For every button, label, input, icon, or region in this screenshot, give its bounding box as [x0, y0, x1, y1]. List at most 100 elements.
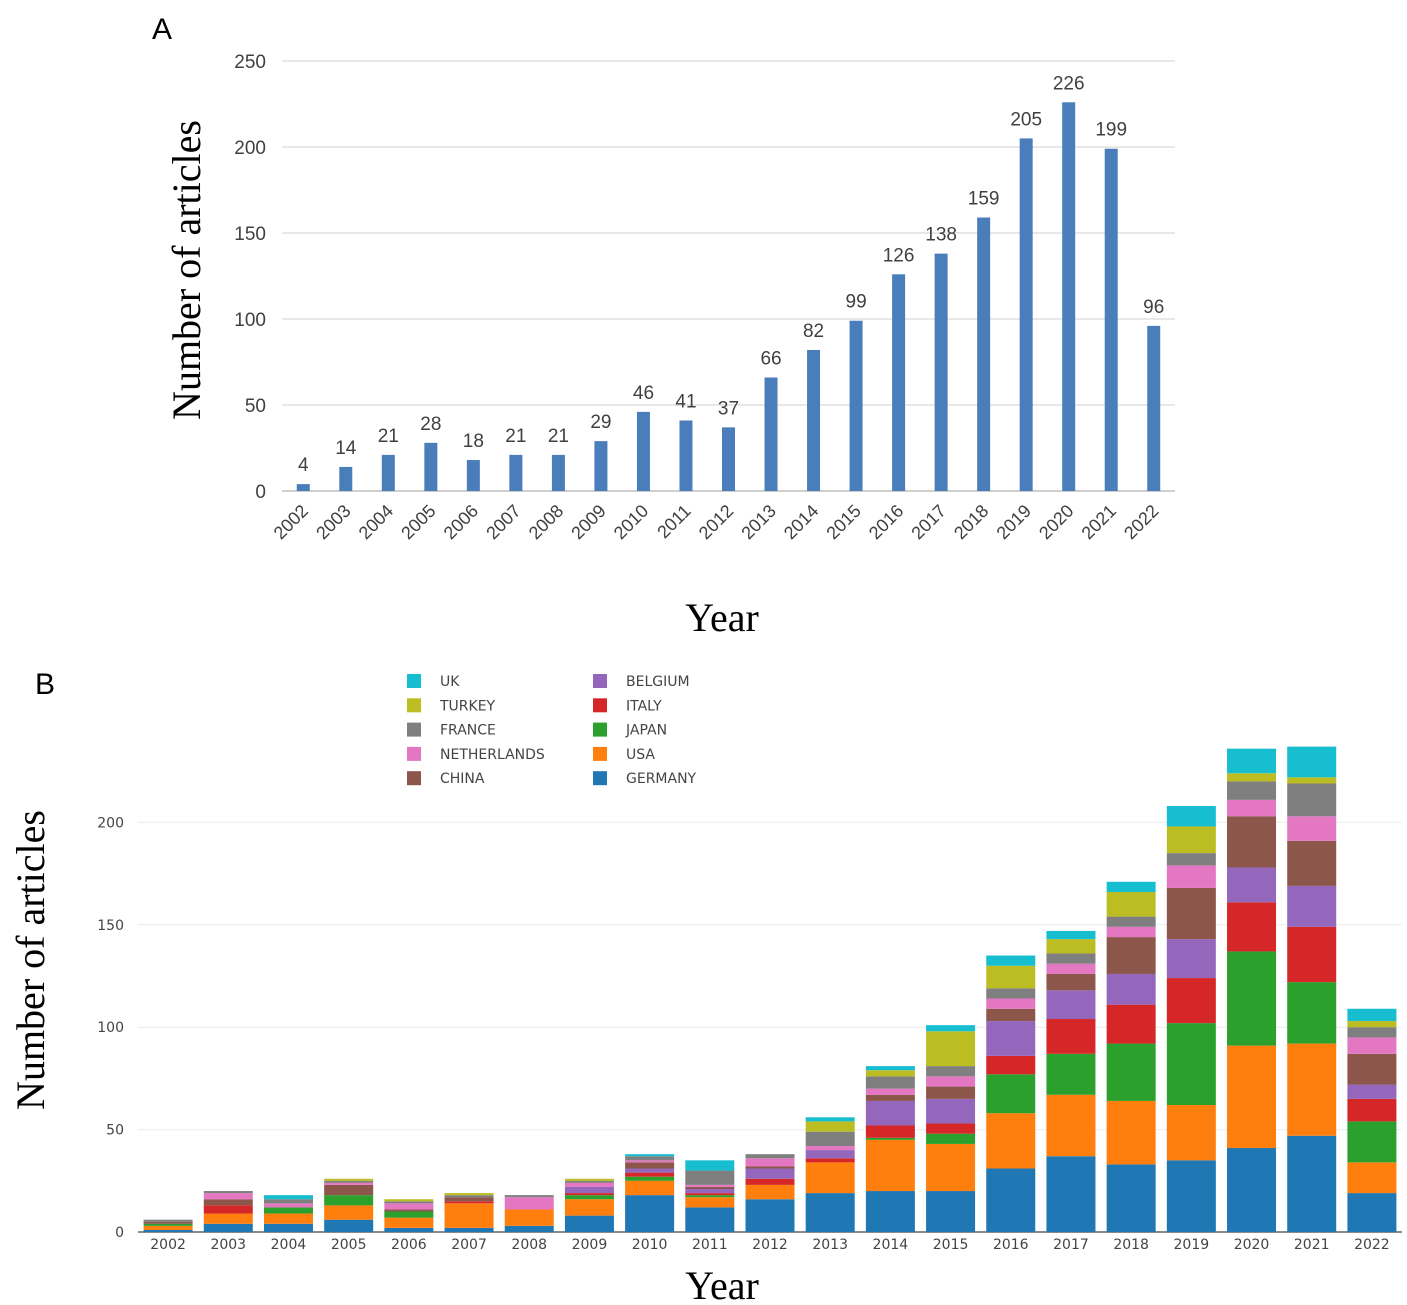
chart-b-bar-segment [203, 1191, 253, 1194]
chart-a-data-label: 18 [463, 431, 484, 452]
chart-b-bar-segment [1046, 990, 1096, 1020]
chart-b-bar-segment [1347, 1084, 1397, 1099]
chart-b-bar-segment [203, 1223, 253, 1232]
chart-b-bar-segment [1287, 777, 1337, 784]
chart-b-bar-segment [324, 1205, 374, 1220]
chart-b-legend-label: UK [440, 674, 460, 690]
chart-a-x-tick-label: 2014 [780, 501, 822, 543]
chart-b-bar-segment [685, 1170, 735, 1185]
chart-b-bar-segment [1227, 1045, 1277, 1149]
chart-b-bar-segment [1347, 1098, 1397, 1122]
chart-b-y-axis-title: Number of articles [8, 810, 53, 1110]
chart-a-x-tick-label: 2021 [1078, 501, 1120, 543]
chart-b-bar-segment [986, 965, 1036, 989]
chart-b-bar-segment [986, 955, 1036, 966]
chart-a-data-label: 99 [846, 292, 867, 313]
chart-b-bar-segment [263, 1213, 313, 1224]
chart-b-bar-segment [564, 1199, 614, 1216]
chart-b-x-tick-label: 2022 [1354, 1237, 1390, 1253]
chart-b-legend-label: BELGIUM [626, 674, 690, 690]
chart-b-bars [143, 746, 1397, 1232]
chart-a-bar [509, 454, 523, 491]
chart-a-bar [424, 442, 438, 491]
chart-b-bar-segment [926, 1031, 976, 1067]
chart-b-bar-segment [1106, 1100, 1156, 1165]
chart-a-bar [977, 217, 991, 491]
chart-b-bar-segment [1166, 978, 1216, 1024]
chart-b-legend-label: FRANCE [440, 723, 496, 739]
chart-b-bar-segment [805, 1158, 855, 1163]
chart-b-y-tick-label: 50 [106, 1123, 124, 1139]
chart-b-bar-segment [986, 1055, 1036, 1075]
chart-a-bar [764, 377, 778, 491]
chart-b-bar-segment [1046, 1094, 1096, 1157]
chart-b-bar-segment [986, 1113, 1036, 1169]
chart-a-x-tick-label: 2006 [440, 501, 482, 543]
chart-b-bar-segment [263, 1199, 313, 1204]
chart-a-y-ticks: 0 50 100 150 200 250 [234, 52, 266, 503]
chart-b-bar-segment [805, 1121, 855, 1132]
chart-a-x-tick-label: 2007 [482, 501, 524, 543]
chart-b-bar-segment [1046, 1019, 1096, 1054]
chart-b-bar-segment [564, 1193, 614, 1196]
chart-b-bar-segment [685, 1160, 735, 1171]
chart-b-bar-segment [1166, 1160, 1216, 1232]
chart-a-x-tick-label: 2017 [907, 501, 949, 543]
chart-b-bar-segment [865, 1191, 915, 1232]
panel-b-label: B [35, 668, 55, 701]
chart-b-bar-segment [865, 1125, 915, 1138]
chart-b-bar-segment [203, 1205, 253, 1214]
chart-a-bar [807, 349, 821, 491]
chart-b-bar-segment [926, 1123, 976, 1134]
chart-b-x-tick-label: 2004 [271, 1237, 307, 1253]
chart-b-legend-swatch [593, 698, 607, 713]
chart-b-bar-segment [805, 1117, 855, 1122]
chart-b-bar-segment [805, 1193, 855, 1232]
chart-a-data-label: 205 [1010, 109, 1042, 130]
chart-b-bar-segment [1347, 1053, 1397, 1085]
chart-b-bar-segment [685, 1186, 735, 1189]
chart-a-bar [594, 441, 608, 491]
chart-b-bar-segment [1227, 799, 1277, 817]
chart-b-bar-segment [1227, 951, 1277, 1046]
chart-b-bar-segment [1287, 885, 1337, 927]
chart-a-data-label: 126 [883, 245, 915, 266]
chart-b-bar-segment [865, 1100, 915, 1126]
chart-b-bar-segment [1287, 840, 1337, 886]
chart-a-x-tick-label: 2012 [695, 501, 737, 543]
chart-a-y-axis-title: Number of articles [164, 120, 209, 420]
chart-a-data-label: 37 [718, 398, 739, 419]
chart-b-bar-segment [1106, 926, 1156, 938]
chart-b-bar-segment [1287, 1043, 1337, 1136]
chart-b-bar-segment [384, 1209, 434, 1212]
chart-b-bar-segment [1287, 816, 1337, 841]
chart-a-data-label: 29 [590, 412, 611, 433]
chart-b-legend-label: GERMANY [626, 771, 697, 787]
chart-b-bar-segment [625, 1154, 675, 1157]
chart-a-data-label: 82 [803, 321, 824, 342]
chart-b-bar-segment [1166, 1023, 1216, 1106]
chart-b-bar-segment [926, 1086, 976, 1099]
chart-b-bar-segment [865, 1066, 915, 1071]
chart-b-bar-segment [805, 1131, 855, 1146]
chart-a-x-tick-label: 2015 [822, 501, 864, 543]
chart-b-legend-swatch [593, 722, 607, 737]
chart-b-bar-segment [564, 1178, 614, 1181]
chart-b-bar-segment [263, 1203, 313, 1208]
chart-b-x-tick-label: 2014 [873, 1237, 909, 1253]
chart-b-bar-segment [1166, 806, 1216, 827]
chart-b-bar-segment [384, 1203, 434, 1210]
chart-b-bar-segment [1287, 746, 1337, 778]
chart-b-bar-segment [263, 1207, 313, 1214]
chart-b-y-ticks: 0 50 100 150 200 [97, 815, 124, 1241]
chart-b-bar-segment [504, 1209, 554, 1226]
chart-a-x-tick-label: 2022 [1120, 501, 1162, 543]
chart-a-data-labels: 4 14 21 28 18 21 21 29 46 41 37 66 82 99 126 138 159 205 2… [298, 73, 1164, 476]
chart-b-bar-segment [745, 1184, 795, 1200]
chart-a-x-tick-label: 2005 [397, 501, 439, 543]
chart-b-x-tick-label: 2013 [812, 1237, 848, 1253]
chart-a-bar [296, 484, 310, 491]
chart-b-bar-segment [865, 1139, 915, 1192]
chart-b-bar-segment [1227, 781, 1277, 800]
chart-b-x-tick-label: 2005 [331, 1237, 367, 1253]
